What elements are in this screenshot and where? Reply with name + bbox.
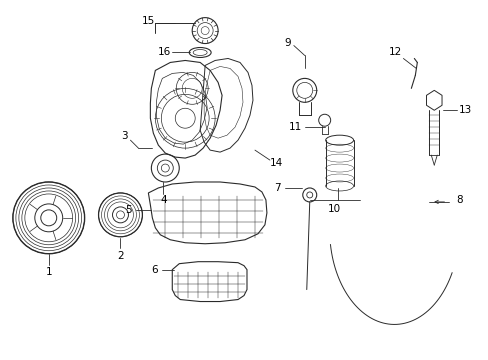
Text: 4: 4 bbox=[160, 195, 166, 205]
Text: 10: 10 bbox=[327, 204, 341, 214]
Text: 12: 12 bbox=[388, 48, 401, 58]
Text: 2: 2 bbox=[117, 251, 123, 261]
Text: 7: 7 bbox=[274, 183, 281, 193]
Text: 13: 13 bbox=[458, 105, 471, 115]
Text: 1: 1 bbox=[45, 267, 52, 276]
Text: 11: 11 bbox=[288, 122, 302, 132]
Text: 8: 8 bbox=[455, 195, 462, 205]
Text: 14: 14 bbox=[270, 158, 283, 168]
Text: 9: 9 bbox=[284, 37, 290, 48]
Text: 3: 3 bbox=[121, 131, 127, 141]
Text: 16: 16 bbox=[157, 48, 171, 58]
Text: 6: 6 bbox=[151, 265, 157, 275]
Text: 5: 5 bbox=[125, 205, 131, 215]
Text: 15: 15 bbox=[142, 15, 155, 26]
